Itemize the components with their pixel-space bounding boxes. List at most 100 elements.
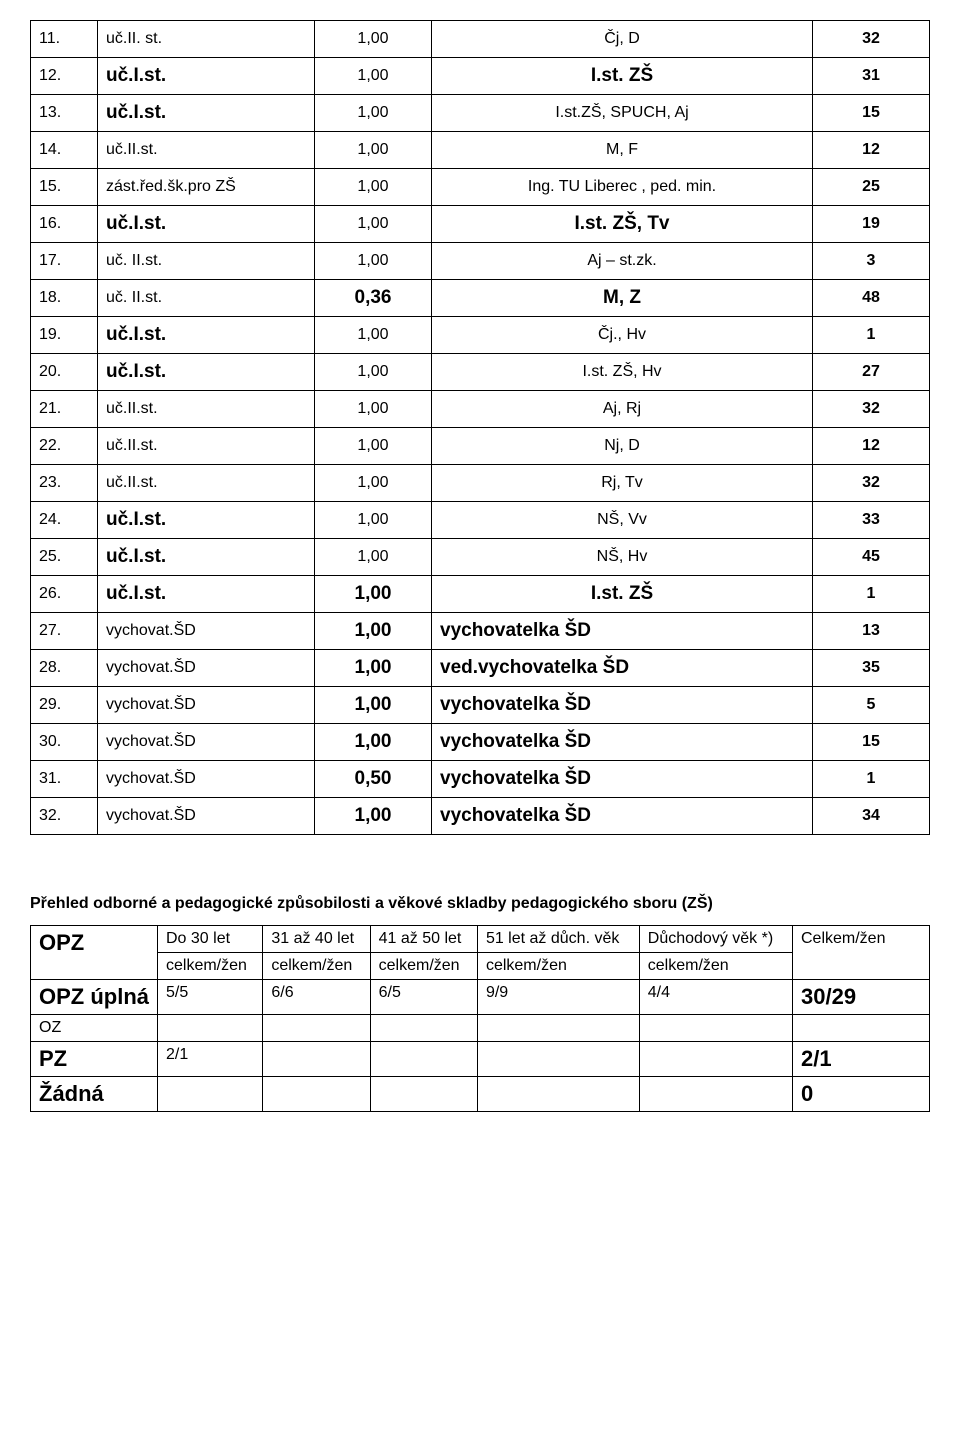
value-cell: 1,00	[315, 95, 432, 132]
col-duch: Důchodový věk *)	[639, 926, 792, 953]
row-number: 23.	[31, 465, 98, 502]
table-row: 16.uč.I.st.1,00I.st. ZŠ, Tv19	[31, 206, 930, 243]
subject-cell: Nj, D	[432, 428, 813, 465]
subject-cell: I.st.ZŠ, SPUCH, Aj	[432, 95, 813, 132]
value-cell: 1,00	[315, 317, 432, 354]
years-cell: 25	[813, 169, 930, 206]
value-cell: 1,00	[315, 502, 432, 539]
value-cell: 1,00	[315, 169, 432, 206]
value-cell: 1,00	[315, 354, 432, 391]
value-cell: 1,00	[315, 539, 432, 576]
years-cell: 15	[813, 724, 930, 761]
table-row: 11.uč.II. st.1,00Čj, D32	[31, 21, 930, 58]
table-row: 17.uč. II.st.1,00Aj – st.zk.3	[31, 243, 930, 280]
role-cell: uč. II.st.	[98, 280, 315, 317]
staff-table: 11.uč.II. st.1,00Čj, D3212.uč.I.st.1,00I…	[30, 20, 930, 835]
value-cell: 1,00	[315, 428, 432, 465]
years-cell: 19	[813, 206, 930, 243]
years-cell: 33	[813, 502, 930, 539]
row-number: 22.	[31, 428, 98, 465]
years-cell: 48	[813, 280, 930, 317]
col-41-50: 41 až 50 let	[370, 926, 477, 953]
table-row: 30.vychovat.ŠD1,00vychovatelka ŠD15	[31, 724, 930, 761]
row-number: 16.	[31, 206, 98, 243]
years-cell: 45	[813, 539, 930, 576]
r1c1: 5/5	[158, 980, 263, 1015]
col-31-40: 31 až 40 let	[263, 926, 370, 953]
years-cell: 12	[813, 428, 930, 465]
value-cell: 1,00	[315, 650, 432, 687]
subject-cell: vychovatelka ŠD	[432, 613, 813, 650]
table-row: 14.uč.II.st.1,00M, F12	[31, 132, 930, 169]
years-cell: 27	[813, 354, 930, 391]
role-cell: uč.I.st.	[98, 206, 315, 243]
table-row: 23.uč.II.st.1,00Rj, Tv32	[31, 465, 930, 502]
years-cell: 1	[813, 761, 930, 798]
subject-cell: M, Z	[432, 280, 813, 317]
col-celkem: Celkem/žen	[793, 926, 930, 980]
subject-cell: Aj – st.zk.	[432, 243, 813, 280]
subject-cell: ved.vychovatelka ŠD	[432, 650, 813, 687]
value-cell: 1,00	[315, 132, 432, 169]
years-cell: 32	[813, 465, 930, 502]
role-cell: vychovat.ŠD	[98, 761, 315, 798]
value-cell: 1,00	[315, 576, 432, 613]
value-cell: 1,00	[315, 243, 432, 280]
table-row: 19.uč.I.st.1,00Čj., Hv1	[31, 317, 930, 354]
value-cell: 1,00	[315, 724, 432, 761]
opz-header: OPZ	[39, 930, 84, 955]
row-number: 19.	[31, 317, 98, 354]
r1c5: 4/4	[639, 980, 792, 1015]
row-number: 12.	[31, 58, 98, 95]
years-cell: 1	[813, 576, 930, 613]
value-cell: 1,00	[315, 21, 432, 58]
row-number: 31.	[31, 761, 98, 798]
col-51-duch: 51 let až důch. věk	[477, 926, 639, 953]
role-cell: vychovat.ŠD	[98, 613, 315, 650]
years-cell: 12	[813, 132, 930, 169]
table-row: 12.uč.I.st.1,00I.st. ZŠ31	[31, 58, 930, 95]
value-cell: 1,00	[315, 798, 432, 835]
role-cell: uč.I.st.	[98, 576, 315, 613]
subject-cell: I.st. ZŠ, Hv	[432, 354, 813, 391]
subject-cell: vychovatelka ŠD	[432, 724, 813, 761]
row-number: 11.	[31, 21, 98, 58]
row-number: 24.	[31, 502, 98, 539]
years-cell: 32	[813, 391, 930, 428]
role-cell: uč.I.st.	[98, 539, 315, 576]
subject-cell: Čj., Hv	[432, 317, 813, 354]
role-cell: uč.I.st.	[98, 502, 315, 539]
row-number: 20.	[31, 354, 98, 391]
role-cell: uč.II.st.	[98, 391, 315, 428]
row-opz-uplna: OPZ úplná	[39, 984, 149, 1009]
years-cell: 5	[813, 687, 930, 724]
subject-cell: Aj, Rj	[432, 391, 813, 428]
subject-cell: Ing. TU Liberec , ped. min.	[432, 169, 813, 206]
sub-c5: celkem/žen	[639, 953, 792, 980]
role-cell: uč.II. st.	[98, 21, 315, 58]
subject-cell: I.st. ZŠ, Tv	[432, 206, 813, 243]
row-number: 25.	[31, 539, 98, 576]
years-cell: 32	[813, 21, 930, 58]
summary-table: OPZ Do 30 let 31 až 40 let 41 až 50 let …	[30, 925, 930, 1112]
value-cell: 1,00	[315, 613, 432, 650]
sub-c1: celkem/žen	[158, 953, 263, 980]
role-cell: uč.I.st.	[98, 95, 315, 132]
row-number: 14.	[31, 132, 98, 169]
table-row: 20.uč.I.st.1,00I.st. ZŠ, Hv27	[31, 354, 930, 391]
role-cell: uč.II.st.	[98, 465, 315, 502]
table-row: 18.uč. II.st.0,36M, Z48	[31, 280, 930, 317]
role-cell: uč.I.st.	[98, 58, 315, 95]
role-cell: vychovat.ŠD	[98, 687, 315, 724]
row-number: 30.	[31, 724, 98, 761]
sub-c3: celkem/žen	[370, 953, 477, 980]
subject-cell: I.st. ZŠ	[432, 58, 813, 95]
table-row: 24.uč.I.st.1,00NŠ, Vv33	[31, 502, 930, 539]
table-row: 31.vychovat.ŠD0,50vychovatelka ŠD1	[31, 761, 930, 798]
r1c3: 6/5	[370, 980, 477, 1015]
role-cell: vychovat.ŠD	[98, 724, 315, 761]
years-cell: 13	[813, 613, 930, 650]
r1-total: 30/29	[801, 984, 856, 1009]
value-cell: 1,00	[315, 391, 432, 428]
row-number: 21.	[31, 391, 98, 428]
